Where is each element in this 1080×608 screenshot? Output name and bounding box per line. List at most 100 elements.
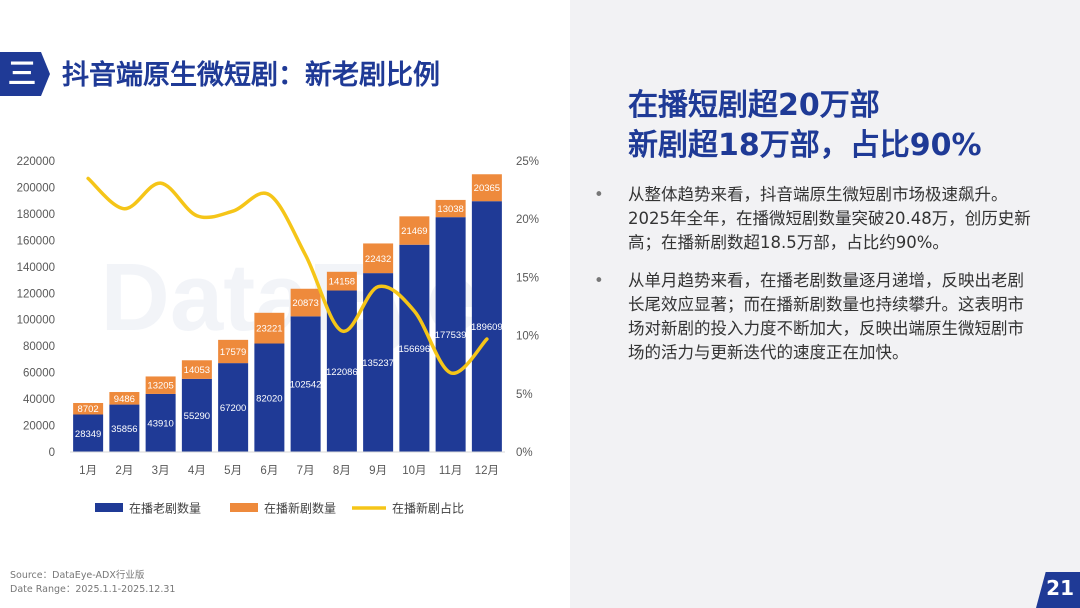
legend-old-drama-label: 在播老剧数量 xyxy=(129,501,201,516)
data-label-new: 13205 xyxy=(147,381,173,392)
x-tick-label: 4月 xyxy=(188,465,206,477)
source-note: Source：DataEye-ADX行业版 Date Range：2025.1.… xyxy=(10,569,175,597)
data-label-old: 35856 xyxy=(111,424,137,435)
section-badge: 三 xyxy=(0,52,50,96)
bullet-list: • 从整体趋势来看，抖音端原生微短剧市场极速飙升。2025年全年，在播微短剧数量突… xyxy=(594,183,1034,379)
headline-line-2: 新剧超18万部，占比90% xyxy=(628,128,982,163)
data-label-new: 17579 xyxy=(220,347,246,358)
data-label-old: 189609 xyxy=(471,322,503,333)
legend-new-drama-swatch xyxy=(230,503,258,512)
x-tick-label: 11月 xyxy=(439,465,462,477)
bar-new-drama xyxy=(471,174,502,202)
data-label-old: 122086 xyxy=(326,367,358,378)
y-tick-label-left: 200000 xyxy=(17,182,55,194)
data-label-new: 14053 xyxy=(184,365,210,376)
legend-new-drama-label: 在播新剧数量 xyxy=(264,501,336,516)
data-label-new: 21469 xyxy=(401,226,427,237)
bar-new-drama xyxy=(363,243,394,274)
headline-line-1: 在播短剧超20万部 xyxy=(628,88,880,123)
data-label-new: 23221 xyxy=(256,324,282,335)
data-label-new: 13038 xyxy=(437,204,463,215)
section-number: 三 xyxy=(8,57,37,90)
right-panel xyxy=(570,0,1080,608)
data-label-old: 55290 xyxy=(184,411,210,422)
data-label-new: 9486 xyxy=(114,394,135,405)
bar-old-drama xyxy=(399,244,430,452)
stacked-bar-line-chart: DataEye 28349870235856948643910132055529… xyxy=(17,156,539,516)
page-number: 21 xyxy=(1046,576,1074,600)
data-label-old: 43910 xyxy=(147,418,173,429)
data-label-old: 102542 xyxy=(290,380,322,391)
data-label-old: 135237 xyxy=(362,358,394,369)
y-tick-label-right: 10% xyxy=(516,331,539,343)
data-label-new: 20873 xyxy=(292,298,318,309)
x-tick-label: 8月 xyxy=(333,465,351,477)
y-tick-label-left: 180000 xyxy=(17,209,55,221)
legend-new-ratio-label: 在播新剧占比 xyxy=(392,501,464,516)
bar-new-drama xyxy=(218,339,249,364)
y-tick-label-left: 80000 xyxy=(23,341,55,353)
y-tick-label-right: 25% xyxy=(516,156,539,168)
bullet-text: 从单月趋势来看，在播老剧数量逐月递增，反映出老剧长尾效应显著；而在播新剧数量也持… xyxy=(628,271,1024,362)
page-number-badge: 21 xyxy=(1036,572,1080,608)
y-tick-label-left: 140000 xyxy=(17,262,55,274)
y-tick-label-left: 100000 xyxy=(17,315,55,327)
data-label-new: 14158 xyxy=(329,277,355,288)
x-tick-label: 9月 xyxy=(369,465,387,477)
y-tick-label-left: 40000 xyxy=(23,394,55,406)
bar-old-drama xyxy=(218,363,249,452)
y-tick-label-right: 15% xyxy=(516,272,539,284)
y-tick-label-right: 5% xyxy=(516,389,533,401)
data-label-new: 22432 xyxy=(365,254,391,265)
bar-new-drama xyxy=(73,402,104,415)
bar-new-drama xyxy=(290,288,321,317)
data-label-old: 82020 xyxy=(256,393,282,404)
x-tick-label: 3月 xyxy=(152,465,170,477)
bar-old-drama xyxy=(145,393,176,452)
x-tick-label: 7月 xyxy=(297,465,315,477)
legend-old-drama-swatch xyxy=(95,503,123,512)
data-label-new: 20365 xyxy=(474,183,500,194)
bar-old-drama xyxy=(73,414,104,452)
y-tick-label-left: 120000 xyxy=(17,288,55,300)
bullet-item: • 从整体趋势来看，抖音端原生微短剧市场极速飙升。2025年全年，在播微短剧数量突… xyxy=(594,183,1034,255)
x-tick-label: 10月 xyxy=(402,465,426,477)
bar-new-drama xyxy=(254,312,285,344)
y-tick-label-left: 20000 xyxy=(23,421,55,433)
date-range-line: Date Range：2025.1.1-2025.12.31 xyxy=(10,584,176,595)
bullet-item: • 从单月趋势来看，在播老剧数量逐月递增，反映出老剧长尾效应显著；而在播新剧数量也… xyxy=(594,269,1034,365)
y-tick-label-right: 0% xyxy=(516,447,533,459)
section-title: 抖音端原生微短剧：新老剧比例 xyxy=(62,60,440,91)
y-tick-label-left: 0 xyxy=(49,447,55,459)
data-label-old: 177539 xyxy=(435,330,467,341)
source-line: Source：DataEye-ADX行业版 xyxy=(10,570,145,581)
headline: 在播短剧超20万部 新剧超18万部，占比90% xyxy=(628,86,982,166)
y-tick-label-left: 60000 xyxy=(23,368,55,380)
bar-new-drama xyxy=(399,216,430,245)
bar-old-drama xyxy=(290,316,321,452)
x-tick-label: 6月 xyxy=(260,465,278,477)
data-label-old: 28349 xyxy=(75,429,101,440)
bar-old-drama xyxy=(435,217,466,452)
x-tick-label: 12月 xyxy=(475,465,499,477)
bar-old-drama xyxy=(363,273,394,452)
y-tick-label-left: 160000 xyxy=(17,235,55,247)
x-tick-label: 2月 xyxy=(115,465,133,477)
x-tick-label: 5月 xyxy=(224,465,242,477)
bar-new-drama xyxy=(435,199,466,218)
bullet-text: 从整体趋势来看，抖音端原生微短剧市场极速飙升。2025年全年，在播微短剧数量突破… xyxy=(628,185,1031,252)
data-label-old: 67200 xyxy=(220,403,246,414)
bar-old-drama xyxy=(254,343,285,452)
y-tick-label-right: 20% xyxy=(516,214,539,226)
bar-old-drama xyxy=(109,404,140,452)
bar-old-drama xyxy=(181,378,212,452)
y-tick-label-left: 220000 xyxy=(17,156,55,168)
data-label-old: 156696 xyxy=(399,344,431,355)
bar-new-drama xyxy=(181,360,212,379)
bar-new-drama xyxy=(326,271,357,291)
bar-old-drama xyxy=(471,201,502,452)
bar-new-drama xyxy=(109,392,140,405)
x-tick-label: 1月 xyxy=(79,465,97,477)
bullet-dot-icon: • xyxy=(594,185,604,204)
data-label-new: 8702 xyxy=(78,404,99,415)
